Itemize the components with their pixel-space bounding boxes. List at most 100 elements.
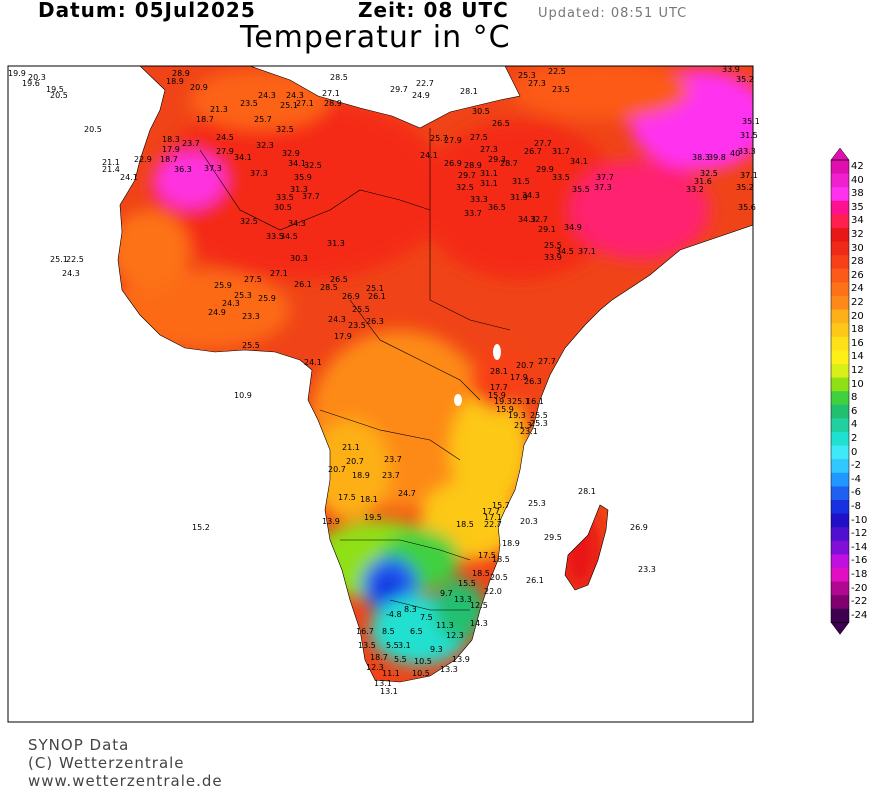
station-temperature: 19.9 (8, 69, 26, 78)
legend-label: 4 (851, 419, 858, 431)
legend-swatch (831, 200, 849, 215)
station-temperature: 19.5 (46, 85, 64, 94)
station-temperature: 32.5 (700, 169, 718, 178)
station-temperature: 28.9 (324, 99, 342, 108)
station-temperature: 24.9 (412, 91, 430, 100)
legend-label: 10 (851, 378, 864, 390)
legend-label: -12 (851, 528, 868, 540)
station-temperature: 13.9 (452, 655, 470, 664)
legend-swatch (831, 268, 849, 283)
station-temperature: 12.3 (446, 631, 464, 640)
legend-label: 35 (851, 201, 864, 213)
lake-marker (454, 394, 462, 406)
station-temperature: 35.5 (572, 185, 590, 194)
station-temperature: 29.9 (536, 165, 554, 174)
station-temperature: 19.5 (364, 513, 382, 522)
station-temperature: 40 (730, 149, 741, 158)
legend-label: 12 (851, 365, 864, 376)
station-temperature: 34.5 (556, 247, 574, 256)
legend-label: -18 (851, 569, 868, 580)
station-temperature: 39.8 (708, 153, 726, 162)
station-temperature: 10.5 (412, 669, 430, 678)
legend-swatch (831, 228, 849, 243)
station-temperature: 24.3 (328, 315, 346, 324)
station-temperature: 28.5 (320, 283, 338, 292)
legend-label: 22 (851, 297, 864, 308)
station-temperature: 36.3 (174, 165, 192, 174)
station-temperature: 34.3 (518, 215, 536, 224)
station-temperature: 17.9 (510, 373, 528, 382)
station-temperature: 31.9 (510, 193, 528, 202)
station-temperature: 18.7 (370, 653, 388, 662)
station-temperature: 5.5 (394, 655, 407, 664)
legend-swatch (831, 214, 849, 229)
station-temperature: 34.1 (288, 159, 306, 168)
station-temperature: 15.5 (458, 579, 476, 588)
legend-label: 32 (851, 229, 864, 240)
station-temperature: 32.5 (456, 183, 474, 192)
station-temperature: 30.5 (472, 107, 490, 116)
legend-swatch (831, 554, 849, 569)
station-temperature: 33.9 (722, 65, 740, 74)
legend-arrow-bottom (830, 622, 850, 635)
station-temperature: 23.7 (384, 455, 402, 464)
station-temperature: 23.5 (552, 85, 570, 94)
map-title: Temperatur in °C (240, 20, 511, 55)
station-temperature: 35.2 (736, 183, 754, 192)
station-temperature: 26.5 (330, 275, 348, 284)
station-temperature: 13.3 (454, 595, 472, 604)
map-frame (7, 65, 754, 723)
station-temperature: 22.0 (484, 587, 502, 596)
station-temperature: 10.9 (234, 391, 252, 400)
station-temperature: 5.5 (386, 641, 399, 650)
station-temperature: 18.7 (160, 155, 178, 164)
station-temperature: 20.3 (520, 517, 538, 526)
station-temperature: 38.3 (692, 153, 710, 162)
station-temperature: 25.5 (242, 341, 260, 350)
station-temperature: 21.1 (102, 158, 120, 167)
color-legend (830, 147, 850, 635)
station-temperature: 34.1 (570, 157, 588, 166)
station-temperature: 25.1 (50, 255, 68, 264)
station-temperature: 37.1 (578, 247, 596, 256)
station-temperature: 23.3 (638, 565, 656, 574)
station-temperature: 9.3 (430, 645, 443, 654)
station-temperature: 33.3 (470, 195, 488, 204)
legend-label: 14 (851, 351, 864, 363)
legend-label: 0 (851, 446, 858, 458)
station-temperature: 27.7 (538, 357, 556, 366)
station-temperature: 33.9 (544, 253, 562, 262)
legend-label: -24 (851, 609, 868, 621)
station-temperature: 24.1 (420, 151, 438, 160)
station-temperature: 34.9 (564, 223, 582, 232)
legend-label: 2 (851, 433, 858, 444)
legend-label: -8 (851, 501, 861, 512)
station-temperature: 15.2 (192, 523, 210, 532)
station-temperature: 18.9 (502, 539, 520, 548)
station-temperature: 25.3 (234, 291, 252, 300)
station-temperature: 26.9 (444, 159, 462, 168)
station-temperature: 30.5 (274, 203, 292, 212)
station-temperature: 28.1 (578, 487, 596, 496)
legend-swatch (831, 173, 849, 188)
legend-label: 34 (851, 215, 864, 227)
station-temperature: 22.7 (484, 520, 502, 529)
legend-swatch (831, 500, 849, 515)
station-temperature: 24.3 (258, 91, 276, 100)
station-temperature: 30.3 (290, 254, 308, 263)
station-temperature: 18.9 (166, 77, 184, 86)
legend-label: 42 (851, 161, 864, 172)
station-temperature: 31.1 (480, 179, 498, 188)
station-temperature: 18.5 (456, 520, 474, 529)
station-temperature: 26.3 (524, 377, 542, 386)
credit-url: www.wetterzentrale.de (28, 772, 223, 790)
station-temperature: 11.1 (382, 669, 400, 678)
station-temperature: 25.3 (518, 71, 536, 80)
station-temperature: 26.5 (492, 119, 510, 128)
station-temperature: 18.5 (472, 569, 490, 578)
legend-swatch (831, 282, 849, 297)
legend-swatch (831, 309, 849, 324)
land-features (117, 66, 753, 683)
station-temperature: 13.3 (440, 665, 458, 674)
station-temperature: 9.7 (440, 589, 453, 598)
